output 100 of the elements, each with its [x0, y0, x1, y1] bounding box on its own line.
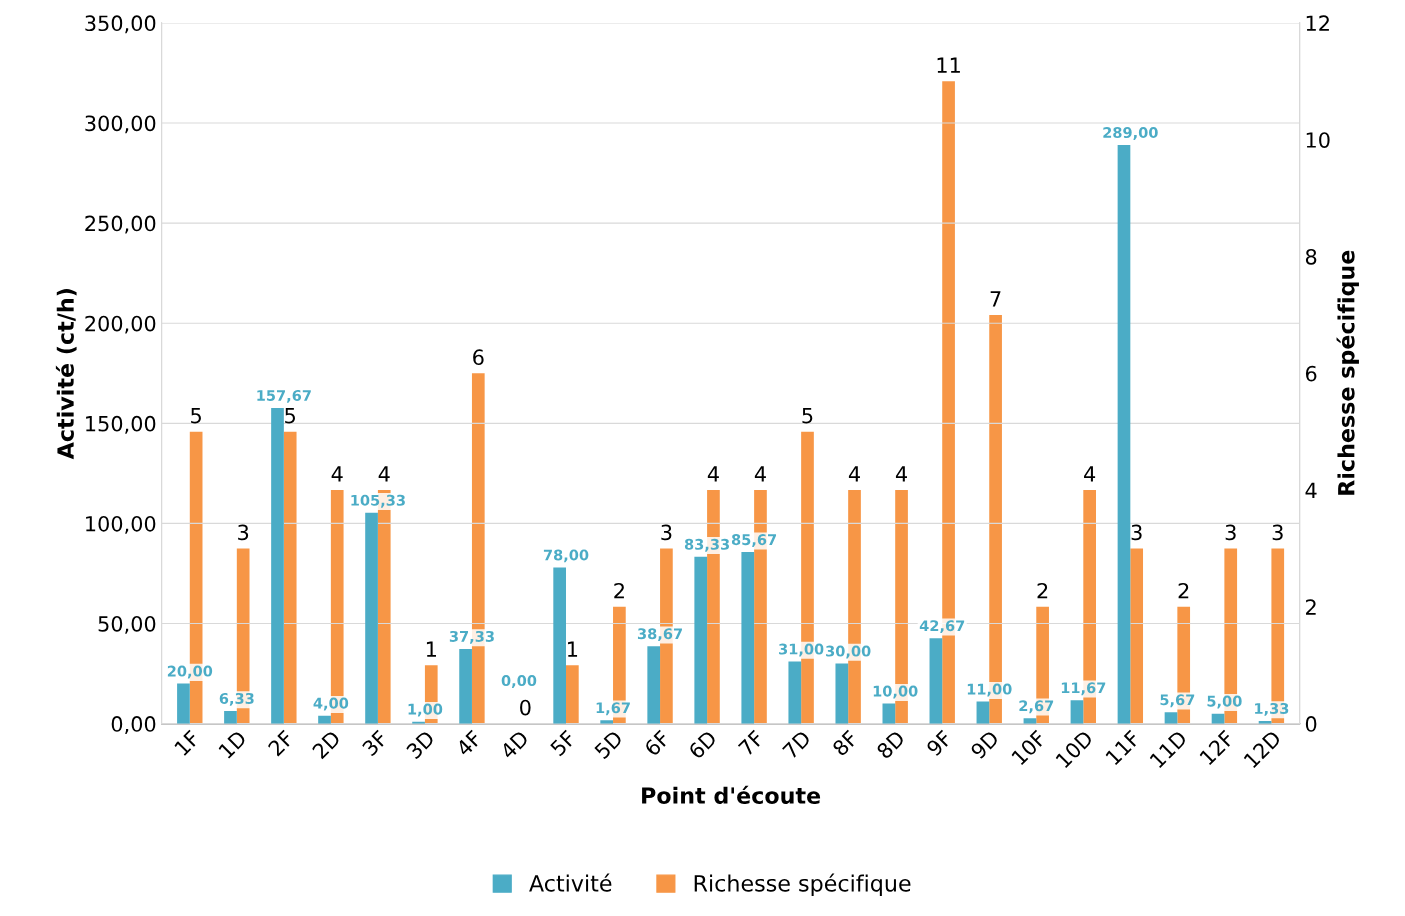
- y-tick-label: 100,00: [86, 515, 156, 534]
- y2-tick-label: 12: [1306, 15, 1329, 31]
- x-tick-label: 5F: [549, 729, 577, 757]
- data-label: 3: [1225, 524, 1236, 541]
- x-tick-label: 8D: [875, 729, 906, 760]
- data-label: 6: [473, 349, 484, 366]
- data-label: 3: [1272, 524, 1283, 541]
- data-label: 1: [568, 641, 578, 657]
- data-label: 4: [895, 466, 907, 482]
- data-label: 42,67: [919, 620, 965, 634]
- y-tick-label: 200,00: [85, 315, 156, 334]
- bar: [224, 710, 237, 724]
- y-tick-label: 350,00: [85, 15, 156, 34]
- y2-tick-label: 0: [1305, 716, 1317, 732]
- bar: [976, 701, 990, 724]
- data-label: 3: [661, 524, 672, 541]
- data-label: 37,33: [449, 630, 494, 644]
- data-label: 3: [1131, 524, 1142, 541]
- legend-label: Activité: [529, 873, 612, 892]
- data-label: 1,67: [596, 702, 630, 716]
- data-label: 4: [331, 466, 343, 482]
- x-tick-label: 6F: [643, 729, 671, 757]
- x-tick-label: 11F: [1105, 729, 1141, 766]
- data-label: 157,67: [257, 389, 311, 403]
- data-label: 31,00: [779, 643, 824, 657]
- y-axis-title: Activité (ct/h): [55, 289, 77, 460]
- x-tick-label: 2F: [267, 729, 295, 757]
- data-label: 2: [614, 582, 624, 599]
- data-label: 4: [1084, 466, 1096, 482]
- y-tick-label: 250,00: [85, 215, 156, 234]
- bar: [929, 638, 943, 724]
- y2-tick-label: 8: [1305, 248, 1317, 265]
- x-tick-label: 2D: [311, 729, 342, 760]
- data-label: 4: [707, 466, 719, 482]
- data-label: 38,67: [637, 628, 682, 642]
- y-tick-label: 0,00: [111, 716, 156, 734]
- data-label: 78,00: [543, 549, 589, 563]
- legend-label: Richesse spécifique: [694, 873, 911, 896]
- x-tick-label: 4F: [455, 729, 483, 757]
- bar: [553, 567, 567, 724]
- bar: [1070, 700, 1084, 724]
- x-tick-label: 9F: [925, 729, 953, 757]
- x-tick-label: 7F: [737, 729, 765, 757]
- data-label: 85,67: [731, 534, 777, 547]
- data-label: 11,67: [1061, 682, 1106, 696]
- y2-tick-label: 6: [1305, 365, 1317, 382]
- data-label: 2,67: [1019, 700, 1054, 714]
- data-label: 105,33: [351, 494, 405, 508]
- x-tick-label: 1D: [218, 729, 248, 759]
- data-label: 0,00: [501, 675, 537, 688]
- data-label: 4: [848, 466, 860, 482]
- data-label: 83,33: [684, 538, 729, 552]
- x-tick-label: 8F: [831, 729, 859, 757]
- data-label: 11,00: [967, 683, 1012, 697]
- data-label: 5,00: [1207, 695, 1242, 709]
- data-label: 0: [520, 699, 531, 716]
- data-label: 5: [191, 407, 201, 424]
- data-label: 5: [802, 407, 813, 424]
- data-label: 5,67: [1160, 694, 1195, 708]
- x-tick-label: 7D: [782, 729, 812, 760]
- data-label: 1,00: [408, 703, 443, 717]
- x-tick-label: 4D: [499, 729, 530, 760]
- x-tick-label: 6D: [687, 729, 718, 760]
- data-label: 1,33: [1255, 702, 1289, 716]
- data-label: 11: [937, 57, 960, 73]
- x-tick-label: 12F: [1199, 729, 1235, 766]
- data-label: 5: [285, 407, 295, 424]
- x-tick-label: 3F: [361, 729, 389, 757]
- bar: [459, 648, 472, 724]
- y2-tick-label: 4: [1305, 482, 1317, 498]
- y-tick-label: 150,00: [86, 415, 156, 434]
- y2-axis-title: Richesse spécifique: [1336, 250, 1359, 495]
- y-tick-label: 300,00: [85, 115, 156, 134]
- y2-tick-label: 2: [1306, 599, 1316, 615]
- x-tick-label: 9D: [969, 729, 1000, 760]
- data-label: 289,00: [1103, 127, 1158, 140]
- bar: [882, 703, 896, 724]
- data-label: 6,33: [219, 692, 254, 706]
- data-label: 4: [754, 466, 766, 482]
- data-label: 20,00: [167, 665, 213, 679]
- data-label: 2: [1178, 582, 1189, 599]
- data-label: 4,00: [313, 697, 349, 711]
- bar: [1164, 712, 1178, 724]
- data-label: 3: [238, 524, 249, 541]
- data-label: 4: [378, 466, 390, 482]
- x-tick-label: 1F: [174, 729, 201, 756]
- data-label: 1: [426, 641, 436, 657]
- data-label: 2: [1037, 582, 1048, 599]
- y-tick-label: 50,00: [98, 615, 156, 634]
- bar: [788, 661, 802, 724]
- x-axis-title: Point d'écoute: [642, 785, 821, 804]
- bar: [600, 720, 614, 724]
- bar: [1130, 548, 1144, 724]
- bar: [177, 683, 190, 724]
- bar: [1117, 145, 1131, 724]
- x-tick-label: 10F: [1010, 729, 1047, 766]
- data-label: 10,00: [873, 685, 918, 699]
- data-label: 30,00: [826, 645, 871, 659]
- x-tick-label: 5D: [593, 729, 624, 760]
- x-tick-label: 3D: [405, 729, 436, 760]
